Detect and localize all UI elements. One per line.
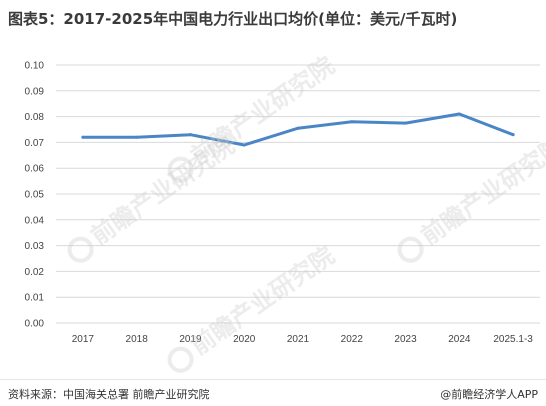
- y-tick-label: 0.03: [25, 241, 45, 252]
- data-point: [404, 121, 408, 125]
- data-point: [296, 126, 300, 130]
- x-tick-label: 2024: [448, 334, 471, 345]
- x-tick-label: 2018: [126, 334, 149, 345]
- y-tick-label: 0.04: [25, 215, 45, 226]
- y-tick-label: 0.00: [25, 319, 45, 330]
- source-note: 资料来源：中国海关总署 前瞻产业研究院: [8, 388, 210, 401]
- y-tick-label: 0.10: [25, 61, 45, 72]
- data-point: [511, 133, 515, 137]
- y-axis-ticks: 0.00 0.01 0.02 0.03 0.04 0.05 0.06 0.07 0.08 0.09…: [25, 61, 45, 330]
- data-point: [350, 120, 354, 124]
- x-tick-label: 2025.1-3: [493, 334, 533, 345]
- data-point: [457, 112, 461, 116]
- x-tick-label: 2017: [72, 334, 95, 345]
- y-tick-label: 0.05: [25, 190, 45, 201]
- x-tick-label: 2020: [233, 334, 256, 345]
- data-point: [242, 143, 246, 147]
- x-axis-ticks: 2017 2018 2019 2020 2021 2022 2023 2024 2025.1-3: [72, 334, 534, 345]
- grid-lines: [56, 64, 540, 324]
- brand-credit: @前瞻经济学人APP: [440, 388, 538, 401]
- y-tick-label: 0.02: [25, 267, 45, 278]
- data-point: [81, 135, 85, 139]
- y-tick-label: 0.06: [25, 164, 45, 175]
- y-tick-label: 0.01: [25, 293, 45, 304]
- x-tick-label: 2021: [287, 334, 310, 345]
- y-tick-label: 0.07: [25, 138, 45, 149]
- series-layer: [81, 112, 515, 147]
- y-tick-label: 0.09: [25, 86, 45, 97]
- x-tick-label: 2023: [394, 334, 417, 345]
- x-tick-label: 2022: [341, 334, 364, 345]
- y-tick-label: 0.08: [25, 112, 45, 123]
- footer: 资料来源：中国海关总署 前瞻产业研究院 @前瞻经济学人APP: [0, 379, 546, 406]
- x-tick-label: 2019: [179, 334, 202, 345]
- data-point: [188, 133, 192, 137]
- data-point: [135, 135, 139, 139]
- chart-title: 图表5：2017-2025年中国电力行业出口均价(单位：美元/千瓦时): [8, 10, 458, 28]
